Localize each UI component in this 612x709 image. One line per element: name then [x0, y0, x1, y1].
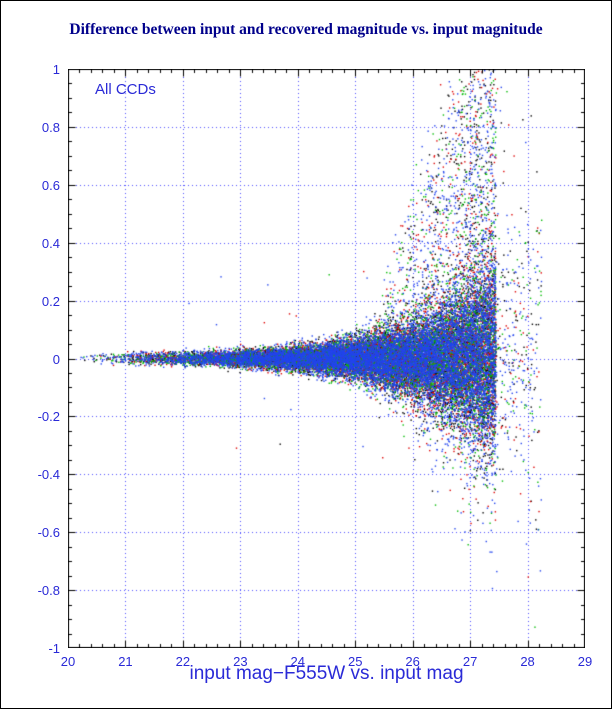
x-tick-label: 27: [462, 654, 478, 669]
y-tick-label: 0.4: [41, 235, 60, 251]
plot-frame: All CCDs: [68, 69, 585, 648]
y-tick-label: 0.6: [41, 177, 60, 193]
y-tick-label: 1: [52, 62, 60, 77]
y-tick-label: 0: [52, 351, 60, 367]
x-tick-label: 25: [347, 654, 363, 669]
y-tick-label: 0.8: [41, 119, 60, 135]
y-tick-label: -0.4: [37, 467, 60, 483]
x-tick-label: 26: [405, 654, 420, 669]
x-tick-label: 23: [233, 654, 248, 669]
x-tick-label: 29: [577, 654, 593, 669]
x-tick-label: 24: [290, 654, 305, 669]
x-tick-label: 21: [118, 654, 133, 669]
x-axis-label: input mag−F555W vs. input mag: [189, 663, 464, 684]
plot-annotation: All CCDs: [95, 81, 156, 98]
chart-title: Difference between input and recovered m…: [69, 21, 543, 38]
y-tick-label: -0.6: [37, 525, 60, 541]
y-tick-label: -0.2: [37, 409, 60, 425]
x-tick-label: 20: [60, 654, 76, 669]
y-tick-label: -1: [48, 641, 60, 656]
y-tick-label: 0.2: [41, 293, 60, 309]
x-tick-label: 28: [520, 654, 535, 669]
x-tick-label: 22: [175, 654, 191, 669]
y-tick-label: -0.8: [37, 583, 60, 599]
scatter-plot-canvas: [68, 69, 585, 648]
